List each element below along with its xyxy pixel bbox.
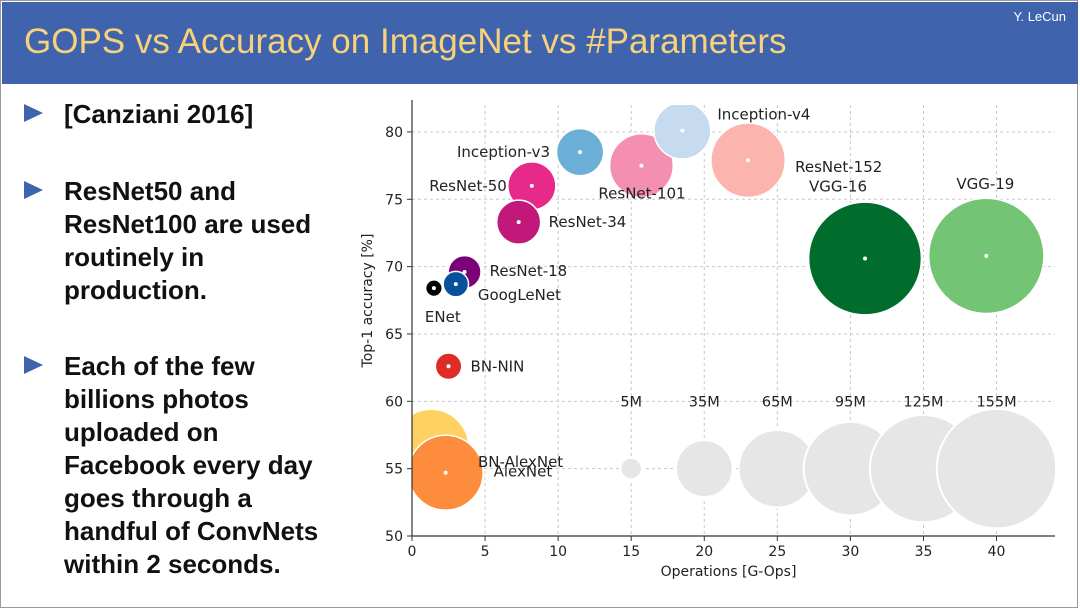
size-legend-label: 95M bbox=[835, 394, 866, 410]
bubble-center-dot bbox=[680, 128, 685, 133]
bubble-label: BN-AlexNet bbox=[478, 453, 563, 471]
bubble-label: BN-NIN bbox=[471, 357, 525, 375]
size-legend-label: 5M bbox=[620, 394, 642, 410]
bubble-center-dot bbox=[984, 253, 989, 258]
x-tick-label: 5 bbox=[481, 544, 490, 560]
bubble-center-dot bbox=[639, 163, 644, 168]
x-axis-label: Operations [G-Ops] bbox=[661, 564, 797, 580]
x-tick-label: 15 bbox=[622, 544, 640, 560]
bubble-center-dot bbox=[746, 158, 751, 163]
bubble-center-dot bbox=[453, 282, 458, 287]
y-tick-label: 70 bbox=[385, 260, 403, 276]
bubble-label: VGG-19 bbox=[956, 175, 1014, 193]
bullet-text: [Canziani 2016] bbox=[64, 99, 254, 129]
x-tick-label: 40 bbox=[988, 544, 1006, 560]
slide-title: GOPS vs Accuracy on ImageNet vs #Paramet… bbox=[24, 22, 787, 61]
bubble-label: AlexNet bbox=[494, 463, 553, 481]
x-tick-label: 35 bbox=[915, 544, 933, 560]
bubble-center-dot bbox=[578, 150, 583, 155]
x-tick-label: 0 bbox=[408, 544, 417, 560]
x-tick-label: 10 bbox=[549, 544, 567, 560]
bubble-center-dot bbox=[863, 256, 868, 261]
size-legend-bubble bbox=[674, 439, 734, 499]
bubble-label: GoogLeNet bbox=[478, 286, 561, 304]
title-bar: GOPS vs Accuracy on ImageNet vs #Paramet… bbox=[2, 2, 1078, 84]
y-axis-label: Top-1 accuracy [%] bbox=[360, 234, 376, 369]
x-tick-label: 20 bbox=[695, 544, 713, 560]
bubble-label: Inception-v3 bbox=[457, 143, 550, 161]
bubble-center-dot bbox=[516, 220, 521, 225]
bullet-arrow-icon bbox=[24, 104, 43, 122]
y-tick-label: 50 bbox=[385, 529, 403, 545]
size-legend-bubble bbox=[619, 456, 643, 481]
plot-marks bbox=[412, 105, 1055, 530]
y-tick-label: 75 bbox=[385, 192, 403, 208]
bubble-label: ENet bbox=[425, 308, 461, 326]
y-tick-label: 55 bbox=[385, 462, 403, 478]
bubble-center-dot bbox=[431, 286, 436, 291]
bubble-label: Inception-v4 bbox=[717, 106, 810, 124]
y-tick-label: 80 bbox=[385, 125, 403, 141]
bubble-label: ResNet-34 bbox=[549, 213, 627, 231]
bubble-label: VGG-16 bbox=[809, 178, 867, 196]
size-legend-label: 35M bbox=[689, 394, 720, 410]
bullet-text: Each of the few billions photos uploaded… bbox=[64, 351, 319, 579]
bubble-label: ResNet-101 bbox=[598, 185, 685, 203]
y-tick-label: 60 bbox=[385, 394, 403, 410]
bubble-chart: 0 5 10 15 20 25 30 35 40 50 55 60 65 70 75 80 Operations… bbox=[360, 100, 1055, 580]
size-legend-label: 155M bbox=[976, 394, 1016, 410]
size-legend-bubble bbox=[935, 407, 1055, 530]
bubble-center-dot bbox=[462, 270, 467, 275]
size-legend-label: 65M bbox=[762, 394, 793, 410]
bullet-arrow-icon bbox=[24, 181, 43, 199]
bubble-center-dot bbox=[446, 364, 451, 369]
bubble-label: ResNet-50 bbox=[429, 177, 507, 195]
bubble-label: ResNet-18 bbox=[490, 262, 568, 280]
bubble-center-dot bbox=[529, 183, 534, 188]
size-legend-label: 125M bbox=[903, 394, 943, 410]
bullet-arrow-icon bbox=[24, 356, 43, 374]
x-tick-label: 25 bbox=[768, 544, 786, 560]
bullet-text: ResNet50 and ResNet100 are used routinel… bbox=[64, 176, 312, 305]
bubble-center-dot bbox=[443, 470, 448, 475]
bubble-label: ResNet-152 bbox=[795, 158, 882, 176]
y-tick-label: 65 bbox=[385, 327, 403, 343]
x-tick-label: 30 bbox=[841, 544, 859, 560]
author-label: Y. LeCun bbox=[1013, 9, 1066, 24]
